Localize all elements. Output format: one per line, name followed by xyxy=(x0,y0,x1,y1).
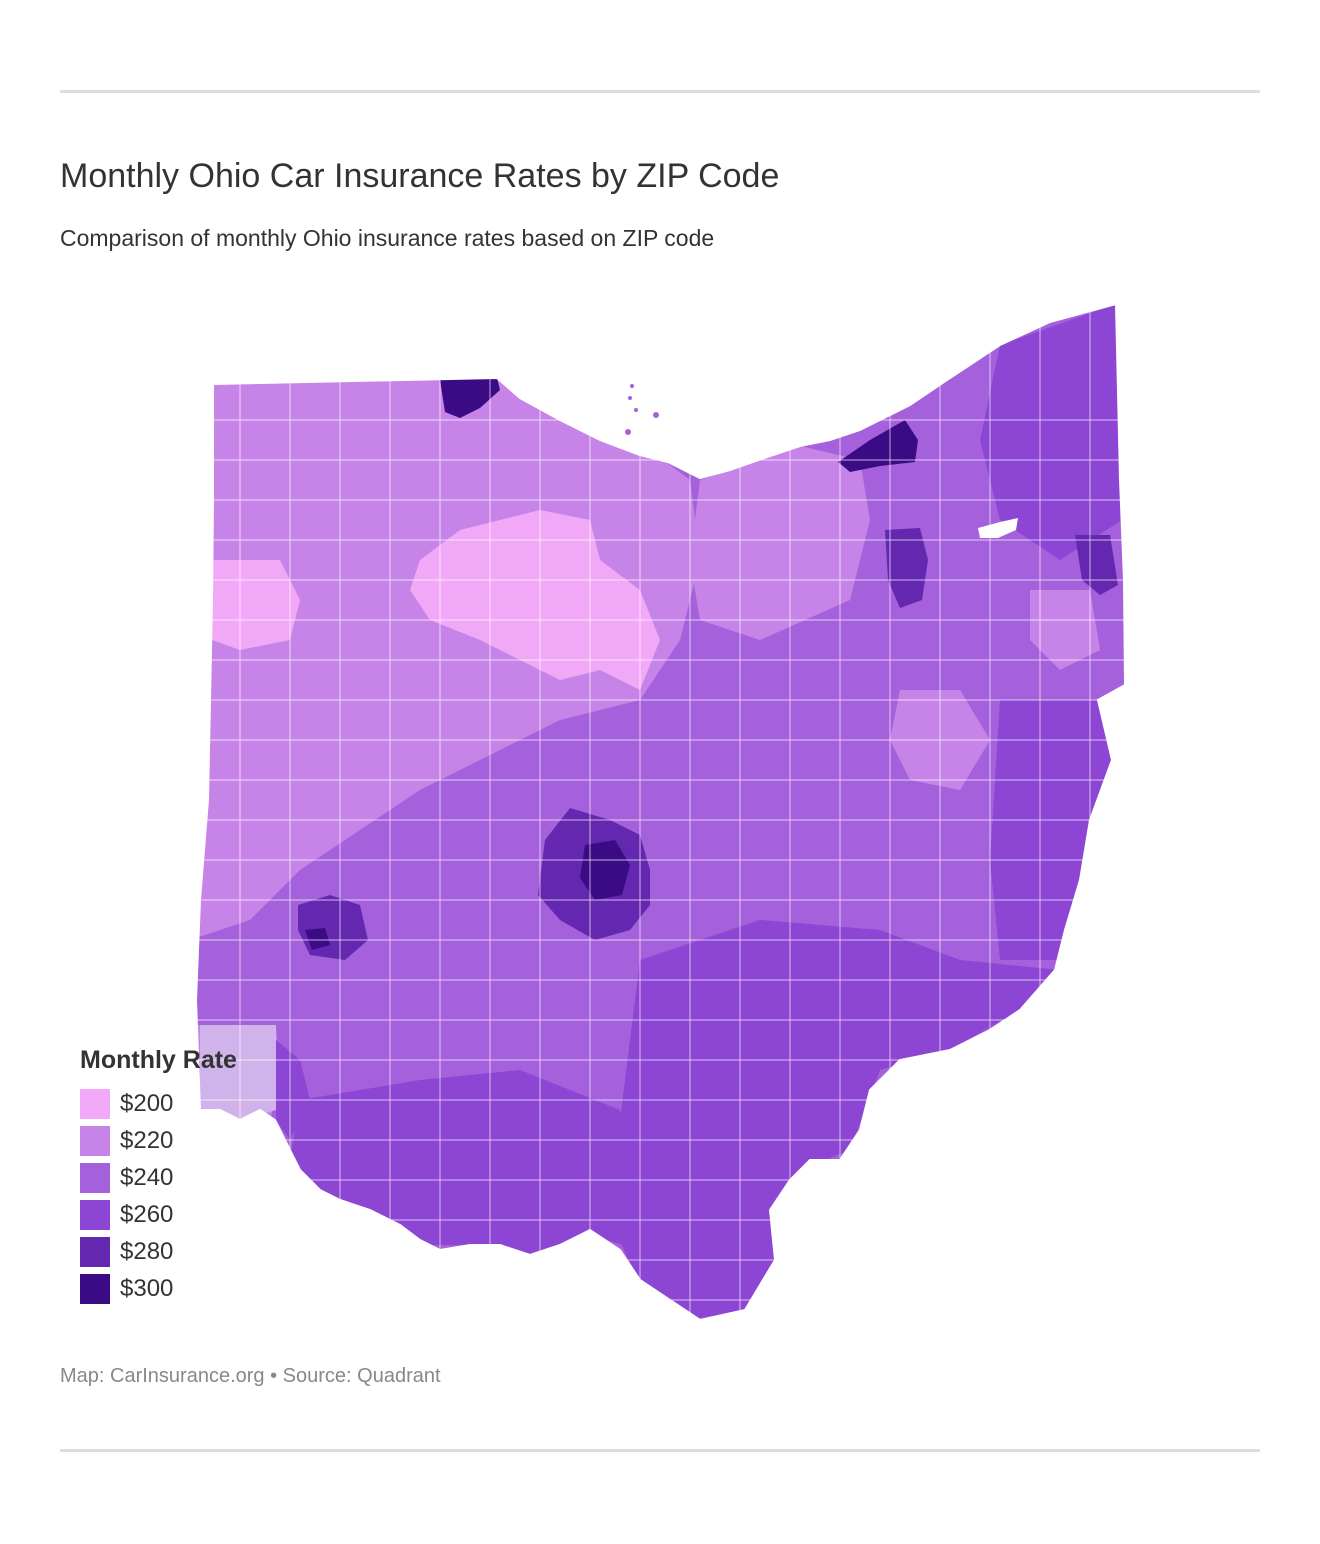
legend-swatch xyxy=(80,1199,110,1230)
region-east-sm-220 xyxy=(1030,590,1100,670)
region-columbus-core xyxy=(580,840,630,900)
legend-swatch xyxy=(80,1162,110,1193)
legend-item: $240 xyxy=(80,1159,237,1196)
ohio-outline xyxy=(194,302,1127,1322)
legend-label: $260 xyxy=(120,1200,174,1228)
top-divider xyxy=(60,90,1260,93)
legend-item: $200 xyxy=(80,1085,237,1122)
legend-item: $300 xyxy=(80,1270,237,1307)
lake-patch xyxy=(978,518,1018,538)
region-northwest xyxy=(196,370,700,940)
region-east-border-260 xyxy=(990,700,1112,960)
legend-swatch xyxy=(80,1088,110,1119)
region-northeast-220 xyxy=(690,446,870,640)
region-southwest-260 xyxy=(276,1040,310,1140)
lake-erie-islands xyxy=(625,384,659,435)
source-credit: Map: CarInsurance.org • Source: Quadrant xyxy=(60,1365,441,1387)
legend-item: $280 xyxy=(80,1233,237,1270)
region-south-central xyxy=(290,1070,640,1255)
page-subtitle: Comparison of monthly Ohio insurance rat… xyxy=(60,225,715,251)
legend-item: $260 xyxy=(80,1196,237,1233)
legend-label: $220 xyxy=(120,1126,174,1154)
region-cleveland xyxy=(838,420,918,472)
bottom-divider xyxy=(60,1449,1260,1452)
region-northeast-260 xyxy=(980,304,1122,560)
region-dayton-core xyxy=(305,928,330,950)
legend-swatch xyxy=(80,1273,110,1304)
page-title: Monthly Ohio Car Insurance Rates by ZIP … xyxy=(60,157,780,195)
legend-label: $280 xyxy=(120,1237,174,1265)
map-regions xyxy=(196,304,1125,1320)
legend-title: Monthly Rate xyxy=(80,1046,237,1074)
region-west-200 xyxy=(212,560,300,650)
map-legend: Monthly Rate $200 $220 $240 $260 $280 $3… xyxy=(80,1043,237,1307)
legend-label: $240 xyxy=(120,1163,174,1191)
region-cincinnati-light xyxy=(200,1025,276,1120)
region-toledo xyxy=(440,378,500,418)
legend-swatch xyxy=(80,1236,110,1267)
legend-label: $300 xyxy=(120,1274,174,1302)
legend-item: $220 xyxy=(80,1122,237,1159)
legend-label: $200 xyxy=(120,1089,174,1117)
region-north-central xyxy=(410,510,660,690)
legend-swatch xyxy=(80,1125,110,1156)
region-akron xyxy=(885,528,928,608)
